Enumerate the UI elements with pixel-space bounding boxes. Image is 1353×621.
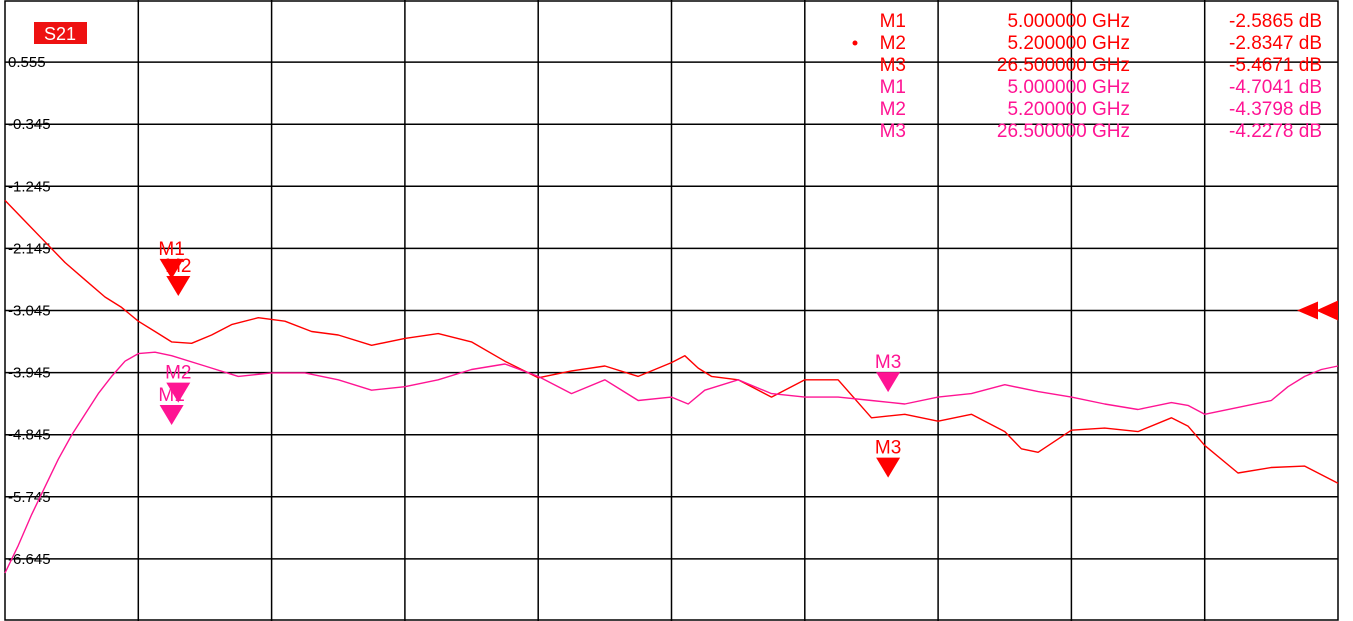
marker-frequency: 5.200000 GHz — [1007, 99, 1130, 120]
trace-line-1 — [4, 199, 1339, 484]
marker-readout-table: M1 5.000000 GHz -2.5865 dB M2 5.200000 GHz -2… — [852, 11, 1323, 142]
marker-triangle-m3[interactable] — [876, 457, 901, 478]
active-marker-dot — [852, 40, 858, 46]
marker-name: M3 — [880, 121, 906, 142]
marker-value: -4.2278 dB — [1229, 121, 1322, 142]
marker-triangle-m3[interactable] — [876, 372, 901, 393]
marker-triangle-m2[interactable] — [166, 275, 191, 296]
marker-frequency: 5.000000 GHz — [1007, 77, 1130, 98]
marker-readout-row[interactable]: M1 5.000000 GHz -4.7041 dB — [880, 77, 1322, 98]
y-tick-label: -1.245 — [8, 178, 51, 195]
reference-arrow-left[interactable] — [1297, 301, 1318, 320]
trace-title-badge — [34, 22, 87, 44]
marker-label-m2: M2 — [165, 256, 191, 277]
y-tick-label: -5.745 — [8, 489, 51, 506]
marker-value: -2.8347 dB — [1229, 33, 1322, 54]
marker-readout-row[interactable]: M3 26.500000 GHz -4.2278 dB — [880, 121, 1322, 142]
y-tick-label: -3.045 — [8, 303, 51, 320]
y-tick-label: -0.345 — [8, 116, 51, 133]
reference-arrow-right[interactable] — [1316, 300, 1338, 321]
marker-name: M1 — [880, 11, 906, 32]
trace-title[interactable]: S21 — [34, 22, 87, 44]
marker-value: -5.4671 dB — [1229, 55, 1322, 76]
marker-name: M1 — [880, 77, 906, 98]
marker-readout-row[interactable]: M2 5.200000 GHz -2.8347 dB — [852, 33, 1323, 54]
marker-label-m1: M1 — [158, 239, 184, 260]
marker-label-m2: M2 — [165, 363, 191, 384]
marker-triangle-m1[interactable] — [159, 258, 184, 279]
marker-triangle-m2[interactable] — [166, 382, 191, 403]
grid — [4, 0, 1339, 621]
y-tick-label: -6.645 — [8, 551, 51, 568]
marker-value: -2.5865 dB — [1229, 11, 1322, 32]
marker-name: M2 — [880, 99, 906, 120]
marker-frequency: 5.000000 GHz — [1007, 11, 1130, 32]
y-axis-ticks: 0.555 -0.345 -1.245 -2.145 -3.045 -3.945 -4.84… — [8, 54, 51, 568]
marker-frequency: 5.200000 GHz — [1007, 33, 1130, 54]
traces — [4, 199, 1339, 574]
y-tick-label: -2.145 — [8, 240, 51, 257]
trace-title-label: S21 — [44, 24, 76, 44]
marker-name: M3 — [880, 55, 906, 76]
y-tick-label: 0.555 — [8, 54, 46, 71]
marker-readout-row[interactable]: M2 5.200000 GHz -4.3798 dB — [880, 99, 1322, 120]
marker-name: M2 — [880, 33, 906, 54]
y-tick-label: -3.945 — [8, 365, 51, 382]
marker-triangle-m1[interactable] — [159, 404, 184, 425]
marker-frequency: 26.500000 GHz — [997, 55, 1130, 76]
marker-readout-row[interactable]: M1 5.000000 GHz -2.5865 dB — [880, 11, 1322, 32]
marker-label-m3: M3 — [875, 438, 901, 459]
marker-value: -4.3798 dB — [1229, 99, 1322, 120]
y-tick-label: -4.845 — [8, 427, 51, 444]
reference-arrows — [1297, 300, 1338, 321]
marker-label-m3: M3 — [875, 352, 901, 373]
marker-value: -4.7041 dB — [1229, 77, 1322, 98]
trace-line-2 — [4, 351, 1339, 574]
marker-frequency: 26.500000 GHz — [997, 121, 1130, 142]
marker-readout-row[interactable]: M3 26.500000 GHz -5.4671 dB — [880, 55, 1322, 76]
